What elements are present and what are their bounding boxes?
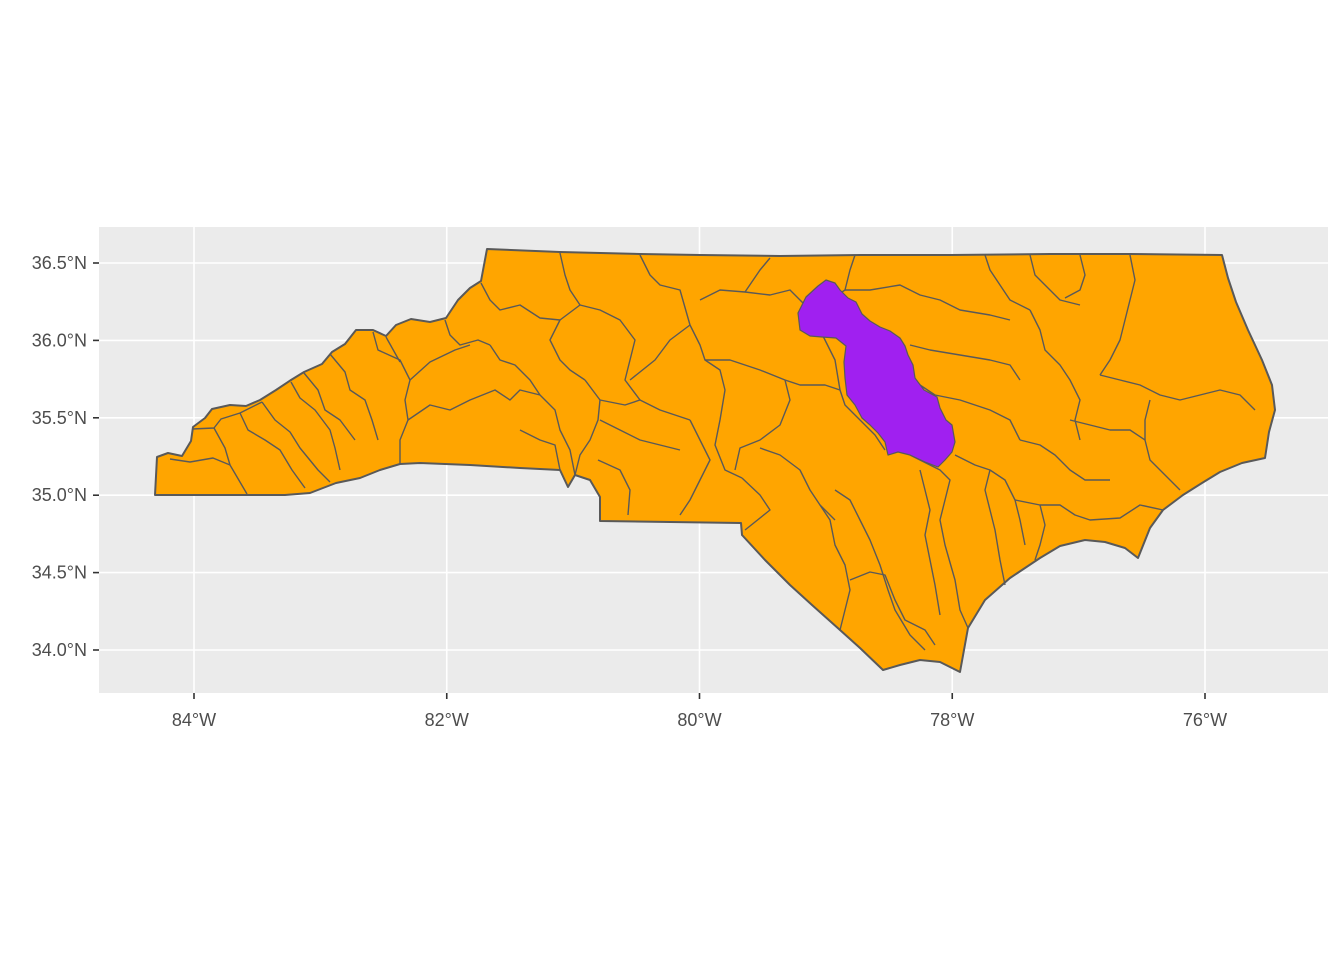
y-tick-label: 34.5°N <box>32 563 87 583</box>
y-tick-label: 36.5°N <box>32 253 87 273</box>
x-tick-label: 80°W <box>677 710 721 730</box>
x-tick-label: 84°W <box>172 710 216 730</box>
x-axis: 84°W 82°W 80°W 78°W 76°W <box>172 693 1227 730</box>
nc-state-shape <box>154 248 1276 673</box>
y-tick-label: 34.0°N <box>32 640 87 660</box>
y-tick-label: 35.5°N <box>32 408 87 428</box>
x-tick-label: 78°W <box>930 710 974 730</box>
county-boundaries <box>169 252 1256 651</box>
highlighted-county[interactable] <box>797 279 956 468</box>
y-axis: 36.5°N 36.0°N 35.5°N 35.0°N 34.5°N 34.0°N <box>32 253 99 660</box>
x-tick-label: 76°W <box>1183 710 1227 730</box>
y-tick-label: 36.0°N <box>32 330 87 350</box>
x-tick-label: 82°W <box>425 710 469 730</box>
y-tick-label: 35.0°N <box>32 485 87 505</box>
